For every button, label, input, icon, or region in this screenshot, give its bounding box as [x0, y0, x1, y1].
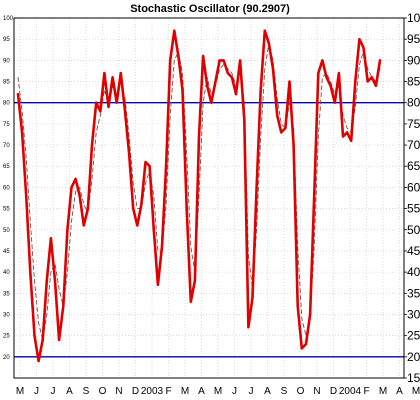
- x-tick-label: A: [66, 386, 73, 397]
- series-line-solid: [16, 29, 382, 363]
- y-tick-label-left: 75: [3, 122, 10, 128]
- y-tick-label-right: 65: [407, 159, 420, 173]
- y-tick-label-left: 35: [3, 291, 10, 297]
- y-tick-label-right: 60: [407, 180, 420, 194]
- y-tick-label-left: 45: [3, 249, 10, 255]
- y-tick-label-right: 30: [407, 307, 420, 321]
- x-tick-label: S: [83, 386, 90, 397]
- plot-frame: [13, 17, 405, 379]
- x-tick-label: N: [115, 386, 122, 397]
- y-tick-label-left: 40: [3, 270, 10, 276]
- x-tick-label: F: [363, 386, 369, 397]
- y-tick-label-right: 25: [407, 329, 420, 343]
- x-tick-label: M: [16, 386, 24, 397]
- x-tick-label: A: [396, 386, 403, 397]
- y-tick-label-right: 95: [407, 32, 420, 46]
- y-tick-label-right: 50: [407, 223, 420, 237]
- y-tick-label-left: 85: [3, 80, 10, 86]
- y-tick-label-right: 20: [407, 350, 420, 364]
- y-tick-label-left: 80: [3, 101, 10, 107]
- series-lines: [16, 29, 382, 363]
- x-tick-label: A: [264, 386, 271, 397]
- x-tick-label: N: [313, 386, 320, 397]
- x-tick-label: A: [198, 386, 205, 397]
- x-tick-label: J: [232, 386, 237, 397]
- y-tick-label-left: 65: [3, 164, 10, 170]
- x-tick-label: M: [214, 386, 222, 397]
- grid: [14, 17, 404, 378]
- x-tick-label: F: [165, 386, 171, 397]
- y-tick-label-left: 50: [3, 228, 10, 234]
- y-tick-label-left: 25: [3, 334, 10, 340]
- x-tick-label: O: [297, 386, 305, 397]
- y-tick-label-right: 55: [407, 202, 420, 216]
- y-tick-label-right: 35: [407, 286, 420, 300]
- y-tick-label-right: 15: [407, 371, 420, 385]
- x-tick-label: O: [99, 386, 107, 397]
- axis-ticks: 20 25 30 35 40 45 50 55 60 65 70 75 80 85 90 95 100 15 20 2…: [3, 11, 420, 397]
- reference-lines: [14, 102, 404, 358]
- y-tick-label-right: 70: [407, 138, 420, 152]
- x-tick-label: M: [379, 386, 387, 397]
- y-tick-label-right: 90: [407, 53, 420, 67]
- y-tick-label-left: 30: [3, 312, 10, 318]
- y-tick-label-right: 85: [407, 75, 420, 89]
- x-tick-label: 2003: [141, 386, 164, 397]
- x-tick-label: M: [181, 386, 189, 397]
- y-tick-label-left: 20: [3, 355, 10, 361]
- y-tick-label-left: 100: [3, 16, 14, 22]
- y-tick-label-left: 55: [3, 207, 10, 213]
- x-tick-label: J: [249, 386, 254, 397]
- x-tick-label: J: [51, 386, 56, 397]
- chart-title: Stochastic Oscillator (90.2907): [130, 3, 290, 15]
- y-tick-label-left: 90: [3, 58, 10, 64]
- y-tick-label-left: 95: [3, 37, 10, 43]
- y-tick-label-right: 40: [407, 265, 420, 279]
- x-tick-label: M: [412, 386, 420, 397]
- x-tick-label: S: [281, 386, 288, 397]
- x-tick-label: J: [34, 386, 39, 397]
- y-tick-label-left: 70: [3, 143, 10, 149]
- x-tick-label: 2004: [339, 386, 362, 397]
- x-tick-label: D: [132, 386, 139, 397]
- y-tick-label-right: 100: [407, 11, 420, 25]
- y-tick-label-right: 45: [407, 244, 420, 258]
- x-tick-label: D: [330, 386, 337, 397]
- y-tick-label-right: 75: [407, 117, 420, 131]
- y-tick-label-left: 60: [3, 185, 10, 191]
- y-tick-label-right: 80: [407, 96, 420, 110]
